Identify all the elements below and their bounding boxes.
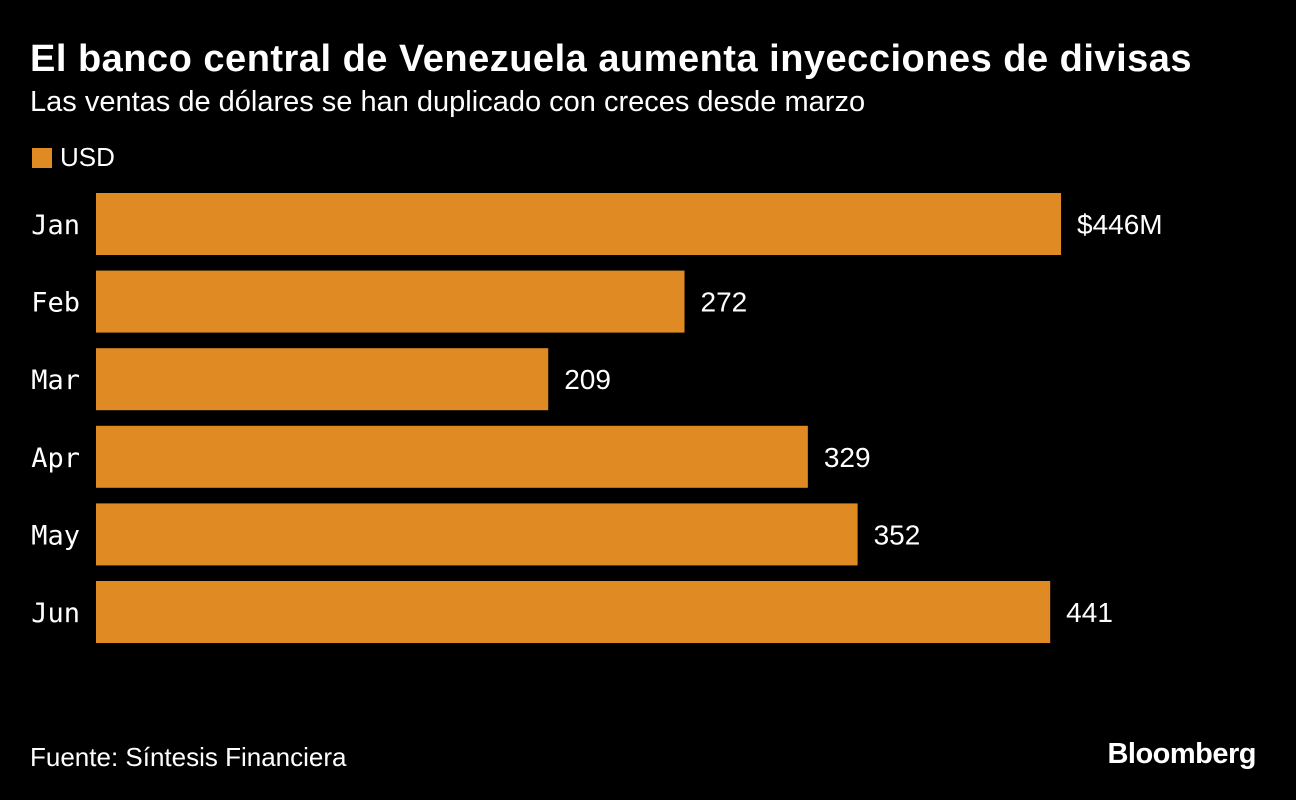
category-label-may: May	[31, 520, 80, 551]
bloomberg-logo: Bloomberg	[1107, 738, 1256, 770]
chart-title: El banco central de Venezuela aumenta in…	[30, 38, 1193, 80]
value-label-may: 352	[874, 519, 921, 550]
bar-apr	[96, 425, 808, 488]
bar-jun	[96, 581, 1051, 643]
bar-mar	[96, 348, 549, 411]
category-label-jan: Jan	[31, 210, 80, 241]
value-label-jan: $446M	[1077, 209, 1163, 240]
source-note: Fuente: Síntesis Financiera	[30, 742, 347, 772]
value-label-feb: 272	[701, 287, 748, 318]
category-label-mar: Mar	[31, 365, 80, 396]
legend-label: USD	[60, 142, 115, 172]
category-label-apr: Apr	[31, 443, 80, 474]
bar-may	[96, 503, 858, 566]
category-label-jun: Jun	[31, 598, 80, 629]
bar-feb	[96, 270, 685, 333]
category-label-feb: Feb	[31, 288, 80, 319]
legend: USD	[32, 142, 115, 173]
legend-swatch	[32, 147, 52, 168]
bar-jan	[96, 193, 1061, 255]
value-label-mar: 209	[564, 364, 611, 395]
value-label-apr: 329	[824, 442, 871, 473]
value-label-jun: 441	[1066, 597, 1113, 628]
chart-subtitle: Las ventas de dólares se han duplicado c…	[30, 86, 866, 118]
